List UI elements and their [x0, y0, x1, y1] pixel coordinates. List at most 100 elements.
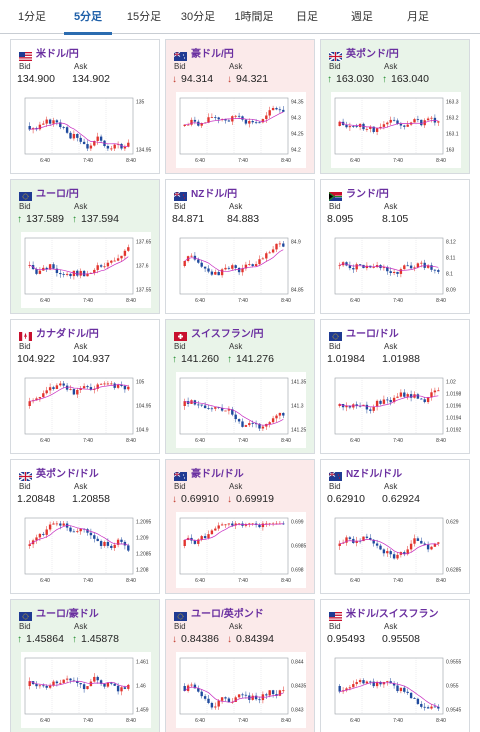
candle-body — [426, 397, 430, 403]
x-tick-label: 6:40 — [195, 158, 205, 164]
chart-area[interactable]: 0.844 0.8435 0.843 6:40 7:40 8:40 — [176, 652, 306, 728]
chart-area[interactable]: 1.02 1.0198 1.0196 1.0194 1.0192 6:40 7:40 8:40 — [331, 372, 461, 448]
currency-card[interactable]: ユーロ/英ポンド Bid Ask ↓ 0.84386 ↓ 0.84394 0.844… — [165, 599, 315, 732]
chart-area[interactable]: 8.12 8.11 8.1 8.09 6:40 7:40 8:40 — [331, 232, 461, 308]
tab-0[interactable]: 1分足 — [17, 11, 47, 23]
bid-price: 0.62910 — [327, 493, 365, 505]
currency-pair-link[interactable]: ユーロ/豪ドル — [36, 608, 99, 620]
candle-body — [86, 144, 89, 149]
candle-body — [258, 699, 261, 701]
x-tick-label: 7:40 — [83, 298, 93, 304]
currency-pair-link[interactable]: 豪ドル/円 — [191, 48, 234, 60]
candle-body — [183, 261, 186, 266]
candle-body — [399, 392, 403, 397]
candle-body — [28, 401, 31, 406]
candle-body — [123, 385, 127, 390]
chart-area[interactable]: 141.35 141.3 141.25 6:40 7:40 8:40 — [176, 372, 306, 448]
x-tick-label: 8:40 — [281, 158, 291, 164]
tab-6[interactable]: 週足 — [351, 11, 373, 23]
chart-area[interactable]: 0.9555 0.955 0.9545 6:40 7:40 8:40 — [331, 652, 461, 728]
tab-7[interactable]: 月足 — [407, 11, 429, 23]
currency-card[interactable]: スイスフラン/円 Bid Ask ↑ 141.260 ↑ 141.276 141.3… — [165, 319, 315, 454]
currency-pair-link[interactable]: ユーロ/英ポンド — [191, 608, 264, 620]
chart-area[interactable]: 94.35 94.3 94.25 94.2 6:40 7:40 8:40 — [176, 92, 306, 168]
candle-body — [207, 408, 210, 409]
currency-card[interactable]: カナダドル/円 Bid Ask 104.922 104.937 105 104.9… — [10, 319, 160, 454]
ask-value: ↑ 141.276 — [227, 353, 274, 365]
x-tick-label: 6:40 — [195, 298, 205, 304]
chart-area[interactable]: 84.9 84.85 6:40 7:40 8:40 — [176, 232, 306, 308]
candle-body — [241, 116, 244, 120]
candle-body — [348, 405, 352, 408]
currency-card[interactable]: 米ドル/スイスフラン Bid Ask 0.95493 0.95508 0.955… — [320, 599, 470, 732]
currency-pair-link[interactable]: 豪ドル/ドル — [191, 468, 244, 480]
currency-pair-link[interactable]: ランド/円 — [346, 188, 389, 200]
ask-label: Ask — [229, 482, 243, 491]
candle-body — [110, 545, 113, 548]
candle-body — [355, 682, 358, 685]
chart-area[interactable]: 135 134.95 6:40 7:40 8:40 — [21, 92, 151, 168]
currency-card[interactable]: NZドル/ドル Bid Ask 0.62910 0.62924 0.629 0.6… — [320, 459, 470, 594]
candle-body — [234, 265, 237, 268]
arrow-up-icon: ↑ — [72, 214, 77, 225]
currency-pair-link[interactable]: 英ポンド/ドル — [36, 468, 99, 480]
currency-pair-link[interactable]: スイスフラン/円 — [191, 328, 264, 340]
currency-pair-link[interactable]: ユーロ/ドル — [346, 328, 399, 340]
ask-label: Ask — [74, 342, 88, 351]
bid-label: Bid — [329, 622, 341, 631]
candle-body — [214, 706, 217, 708]
currency-card[interactable]: 英ポンド/円 Bid Ask ↑ 163.030 ↑ 163.040 163.3 16… — [320, 39, 470, 174]
candle-body — [386, 681, 389, 683]
tab-3[interactable]: 30分足 — [180, 11, 216, 23]
x-tick-label: 8:40 — [436, 158, 446, 164]
candle-body — [430, 117, 433, 119]
card-header: NZドル/円 — [173, 185, 238, 201]
currency-card[interactable]: 米ドル/円 Bid Ask 134.900 134.902 135 134.95 6… — [10, 39, 160, 174]
currency-card[interactable]: ランド/円 Bid Ask 8.095 8.105 8.12 8.11 8.1 8.0… — [320, 179, 470, 314]
x-tick-label: 6:40 — [350, 158, 360, 164]
currency-pair-link[interactable]: 英ポンド/円 — [346, 48, 399, 60]
chart-area[interactable]: 1.461 1.46 1.459 6:40 7:40 8:40 — [21, 652, 151, 728]
candle-body — [113, 544, 116, 548]
currency-card[interactable]: ユーロ/豪ドル Bid Ask ↑ 1.45864 ↑ 1.45878 1.461 1… — [10, 599, 160, 732]
chart-area[interactable]: 137.65 137.6 137.55 6:40 7:40 8:40 — [21, 232, 151, 308]
x-tick-label: 6:40 — [40, 718, 50, 724]
candle-body — [52, 681, 55, 686]
candle-body — [345, 405, 348, 408]
chart-area[interactable]: 163.3 163.2 163.1 163 6:40 7:40 8:40 — [331, 92, 461, 168]
chart-area[interactable]: 0.699 0.6985 0.698 6:40 7:40 8:40 — [176, 512, 306, 588]
candle-body — [28, 126, 31, 130]
price-chart: 1.461 1.46 1.459 6:40 7:40 8:40 — [24, 657, 149, 724]
y-tick-label: 141.35 — [291, 380, 306, 386]
candle-body — [265, 523, 268, 525]
currency-card[interactable]: ユーロ/ドル Bid Ask 1.01984 1.01988 1.02 1.019… — [320, 319, 470, 454]
currency-card[interactable]: NZドル/円 Bid Ask 84.871 84.883 84.9 84.85 6:… — [165, 179, 315, 314]
y-tick-label: 141.25 — [291, 428, 306, 434]
candle-body — [55, 268, 59, 274]
currency-pair-link[interactable]: 米ドル/スイスフラン — [346, 608, 439, 620]
currency-pair-link[interactable]: NZドル/ドル — [346, 468, 403, 480]
currency-pair-link[interactable]: 米ドル/円 — [36, 48, 79, 60]
candle-body — [224, 524, 227, 526]
currency-pair-link[interactable]: NZドル/円 — [191, 188, 238, 200]
chart-area[interactable]: 105 104.95 104.9 6:40 7:40 8:40 — [21, 372, 151, 448]
candle-body — [244, 264, 248, 269]
currency-card[interactable]: 英ポンド/ドル Bid Ask 1.20848 1.20858 1.2095 1.… — [10, 459, 160, 594]
currency-card[interactable]: 豪ドル/ドル Bid Ask ↓ 0.69910 ↓ 0.69919 0.699 0.… — [165, 459, 315, 594]
candle-body — [93, 140, 96, 146]
chart-area[interactable]: 1.2095 1.209 1.2085 1.208 6:40 7:40 8:40 — [21, 512, 151, 588]
tab-2[interactable]: 15分足 — [126, 11, 162, 23]
candle-body — [433, 390, 437, 393]
tab-1[interactable]: 5分足 — [60, 0, 116, 35]
card-header: 豪ドル/ドル — [173, 465, 244, 481]
currency-pair-link[interactable]: ユーロ/円 — [36, 188, 79, 200]
candle-body — [123, 687, 127, 689]
tab-4[interactable]: 1時間足 — [234, 11, 274, 23]
currency-pair-link[interactable]: カナダドル/円 — [36, 328, 99, 340]
candle-body — [65, 127, 69, 133]
chart-area[interactable]: 0.629 0.6285 6:40 7:40 8:40 — [331, 512, 461, 588]
y-tick-label: 104.9 — [136, 428, 149, 434]
currency-card[interactable]: 豪ドル/円 Bid Ask ↓ 94.314 ↓ 94.321 94.35 94.3 9… — [165, 39, 315, 174]
tab-5[interactable]: 日足 — [296, 11, 318, 23]
currency-card[interactable]: ユーロ/円 Bid Ask ↑ 137.589 ↑ 137.594 137.65 13… — [10, 179, 160, 314]
